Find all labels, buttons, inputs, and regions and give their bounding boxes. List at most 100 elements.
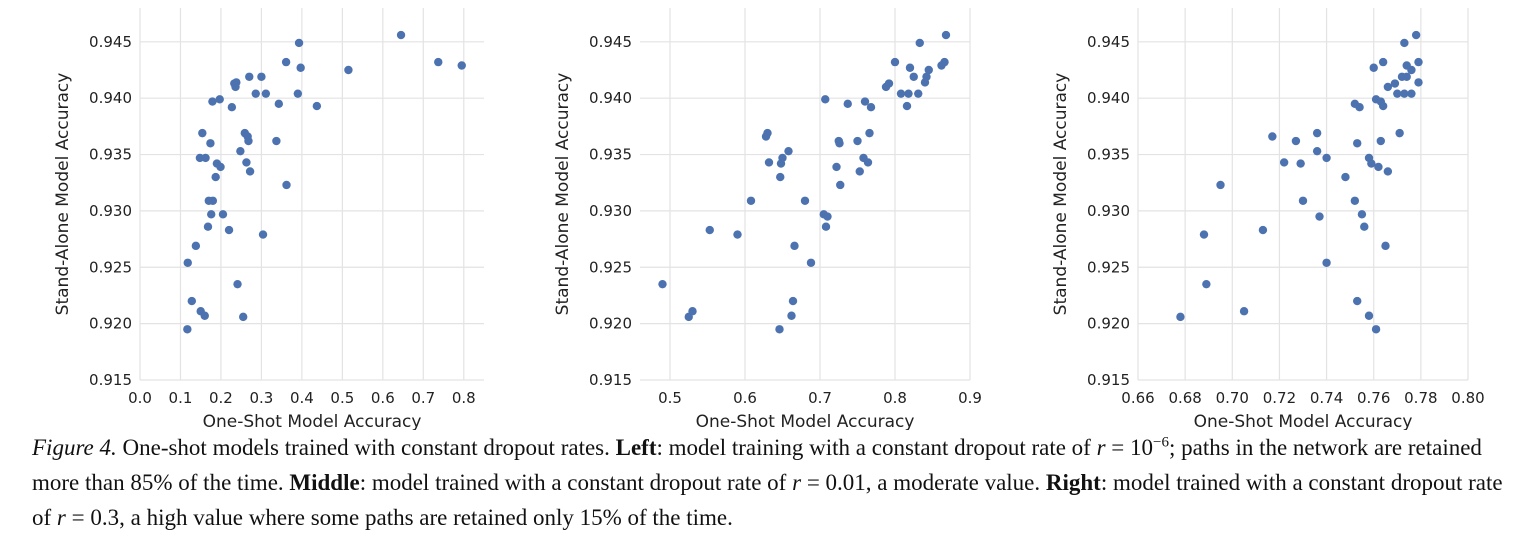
caption-figure-label: Figure 4. — [32, 435, 117, 460]
middle-data-point — [836, 181, 844, 189]
left-x-tick-label: 0.2 — [209, 389, 233, 407]
left-data-point — [344, 66, 352, 74]
right-x-tick-label: 0.76 — [1357, 389, 1390, 407]
left-data-point — [184, 259, 192, 267]
middle-data-point — [914, 89, 922, 97]
right-x-tick-label: 0.80 — [1451, 389, 1484, 407]
right-data-point — [1414, 58, 1422, 66]
middle-data-point — [807, 259, 815, 267]
left-x-tick-label: 0.0 — [128, 389, 152, 407]
figure-panels: 0.0 0.1 0.2 0.3 0.4 0.5 0.6 0.7 0.8 0.915 0.920 0.9… — [0, 0, 1540, 430]
middle-data-point — [784, 147, 792, 155]
left-data-point — [295, 39, 303, 47]
right-y-tick-label: 0.940 — [1087, 89, 1130, 107]
left-data-point — [216, 163, 224, 171]
left-x-tick-label: 0.3 — [249, 389, 273, 407]
middle-y-tick-label: 0.935 — [589, 146, 632, 164]
left-x-tick-label: 0.5 — [330, 389, 354, 407]
middle-data-point — [733, 230, 741, 238]
middle-data-point — [903, 102, 911, 110]
middle-x-tick-label: 0.9 — [958, 389, 982, 407]
right-data-point — [1370, 64, 1378, 72]
right-data-point — [1403, 73, 1411, 81]
right-scatter-panel: 0.66 0.68 0.70 0.72 0.74 0.76 0.78 0.80 0.915 0.9… — [1051, 8, 1485, 430]
left-data-point — [275, 100, 283, 108]
right-data-point — [1377, 137, 1385, 145]
right-data-point — [1365, 312, 1373, 320]
right-data-point — [1240, 307, 1248, 315]
left-x-axis-title: One-Shot Model Accuracy — [203, 412, 422, 430]
middle-data-point — [844, 100, 852, 108]
right-data-point — [1313, 129, 1321, 137]
middle-data-point — [776, 173, 784, 181]
left-data-point — [262, 89, 270, 97]
right-x-tick-label: 0.66 — [1121, 389, 1154, 407]
right-data-point — [1202, 280, 1210, 288]
left-data-point — [434, 58, 442, 66]
middle-data-point — [856, 167, 864, 175]
left-data-point — [219, 210, 227, 218]
left-data-point — [216, 95, 224, 103]
right-data-point — [1379, 58, 1387, 66]
right-x-tick-label: 0.68 — [1168, 389, 1201, 407]
middle-data-point — [747, 197, 755, 205]
middle-x-tick-label: 0.8 — [883, 389, 907, 407]
right-data-point — [1351, 197, 1359, 205]
right-data-point — [1400, 39, 1408, 47]
right-data-point — [1176, 313, 1184, 321]
left-data-point — [188, 297, 196, 305]
left-data-point — [259, 230, 267, 238]
right-data-point — [1358, 210, 1366, 218]
right-y-tick-label: 0.945 — [1087, 33, 1130, 51]
left-data-point — [272, 137, 280, 145]
middle-x-axis-title: One-Shot Model Accuracy — [696, 412, 915, 430]
caption-middle-math: r — [792, 470, 801, 495]
middle-data-point — [916, 39, 924, 47]
middle-data-point — [706, 226, 714, 234]
middle-data-point — [832, 163, 840, 171]
right-data-point — [1381, 242, 1389, 250]
middle-x-tick-label: 0.7 — [808, 389, 832, 407]
right-data-point — [1259, 226, 1267, 234]
left-data-point — [204, 222, 212, 230]
right-data-point — [1200, 230, 1208, 238]
right-x-tick-label: 0.74 — [1310, 389, 1343, 407]
right-data-point — [1322, 154, 1330, 162]
left-scatter-panel: 0.0 0.1 0.2 0.3 0.4 0.5 0.6 0.7 0.8 0.915 0.920 0.9… — [53, 8, 484, 430]
right-x-tick-label: 0.70 — [1216, 389, 1249, 407]
right-data-point — [1268, 132, 1276, 140]
right-data-point — [1353, 139, 1361, 147]
caption-right-text-2: , a high value where some paths are reta… — [119, 505, 733, 530]
middle-data-point — [897, 89, 905, 97]
middle-data-point — [910, 73, 918, 81]
middle-data-point — [688, 307, 696, 315]
left-data-point — [313, 102, 321, 110]
left-data-point — [228, 103, 236, 111]
middle-data-point — [891, 58, 899, 66]
middle-y-tick-label: 0.930 — [589, 202, 632, 220]
middle-data-point — [822, 222, 830, 230]
left-y-axis-title: Stand-Alone Model Accuracy — [53, 73, 73, 316]
middle-data-point — [821, 95, 829, 103]
right-x-tick-label: 0.72 — [1263, 389, 1296, 407]
caption-intro: One-shot models trained with constant dr… — [123, 435, 610, 460]
right-data-point — [1296, 159, 1304, 167]
right-y-axis-title: Stand-Alone Model Accuracy — [1051, 73, 1071, 316]
right-data-point — [1407, 66, 1415, 74]
left-data-point — [201, 312, 209, 320]
left-data-point — [244, 137, 252, 145]
middle-data-point — [942, 31, 950, 39]
right-data-point — [1280, 158, 1288, 166]
caption-left-exponent: −6 — [1153, 434, 1169, 450]
middle-data-point — [835, 139, 843, 147]
right-y-tick-label: 0.930 — [1087, 202, 1130, 220]
left-data-point — [225, 226, 233, 234]
right-data-point — [1395, 129, 1403, 137]
middle-data-point — [906, 64, 914, 72]
middle-data-point — [865, 129, 873, 137]
left-y-tick-label: 0.930 — [89, 202, 132, 220]
middle-y-tick-label: 0.925 — [589, 258, 632, 276]
middle-data-point — [853, 137, 861, 145]
middle-data-point — [790, 242, 798, 250]
right-data-point — [1391, 79, 1399, 87]
